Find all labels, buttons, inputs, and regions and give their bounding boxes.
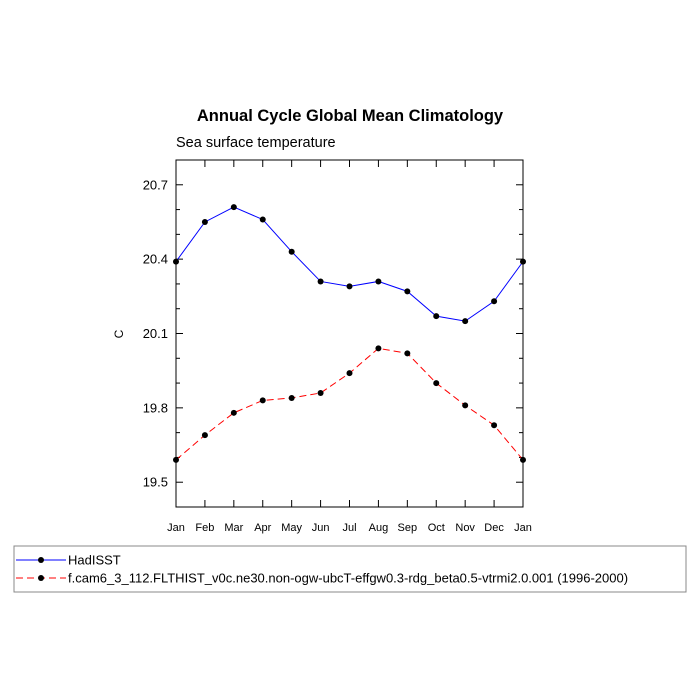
data-point <box>375 278 382 285</box>
data-point <box>520 258 526 265</box>
data-point <box>173 258 179 265</box>
x-tick-label: Aug <box>369 522 389 534</box>
x-tick-label: May <box>281 522 302 534</box>
legend-label: f.cam6_3_112.FLTHIST_v0c.ne30.non-ogw-ub… <box>68 571 628 586</box>
x-tick-label: Jul <box>342 522 356 534</box>
data-point <box>346 283 353 290</box>
x-tick-label: Jan <box>167 522 185 534</box>
data-point <box>520 456 526 463</box>
x-tick-label: Oct <box>428 522 445 534</box>
data-point <box>462 318 469 325</box>
y-tick-label: 20.4 <box>143 252 168 267</box>
data-point <box>404 350 411 357</box>
x-tick-label: Nov <box>455 522 475 534</box>
x-tick-label: Dec <box>484 522 504 534</box>
x-tick-label: Sep <box>398 522 418 534</box>
x-tick-label: Apr <box>254 522 271 534</box>
x-tick-label: Feb <box>195 522 214 534</box>
legend-marker <box>38 575 44 581</box>
legend-label: HadISST <box>68 553 121 568</box>
legend-marker <box>38 557 44 563</box>
series-line <box>175 347 524 461</box>
y-tick-label: 19.8 <box>143 400 168 415</box>
chart-title: Annual Cycle Global Mean Climatology <box>197 107 504 125</box>
data-point <box>201 432 208 439</box>
y-tick-label: 20.7 <box>143 177 168 192</box>
y-axis-label: C <box>112 329 126 338</box>
x-tick-label: Jun <box>312 522 330 534</box>
data-point <box>317 389 324 396</box>
x-tick-label: Mar <box>224 522 243 534</box>
data-point <box>317 278 324 285</box>
data-point <box>433 380 440 387</box>
x-tick-label: Jan <box>514 522 532 534</box>
legend: HadISST f.cam6_3_112.FLTHIST_v0c.ne30.non… <box>13 545 687 593</box>
data-point <box>259 216 266 223</box>
series-layer <box>173 204 526 463</box>
axis-ticks: 20.7 20.4 20.1 19.8 19.5 Jan Feb Mar Apr May Jun Ju… <box>143 159 532 534</box>
data-point <box>173 456 179 463</box>
series-2 <box>173 345 526 463</box>
series-1 <box>173 204 526 325</box>
plot-frame <box>175 159 524 508</box>
data-point <box>288 248 295 255</box>
data-point <box>491 298 498 305</box>
data-point <box>230 409 237 416</box>
chart-subtitle: Sea surface temperature <box>176 135 336 151</box>
data-point <box>346 370 353 377</box>
data-point <box>375 345 382 352</box>
data-point <box>491 422 498 429</box>
legend-box <box>13 545 687 593</box>
data-point <box>259 397 266 404</box>
series-line <box>175 206 524 322</box>
y-tick-label: 19.5 <box>143 475 168 490</box>
data-point <box>462 402 469 409</box>
plot-axes <box>175 159 524 508</box>
data-point <box>230 204 237 211</box>
data-point <box>288 394 295 401</box>
data-point <box>433 313 440 320</box>
y-tick-label: 20.1 <box>143 326 168 341</box>
data-point <box>404 288 411 295</box>
data-point <box>201 218 208 225</box>
